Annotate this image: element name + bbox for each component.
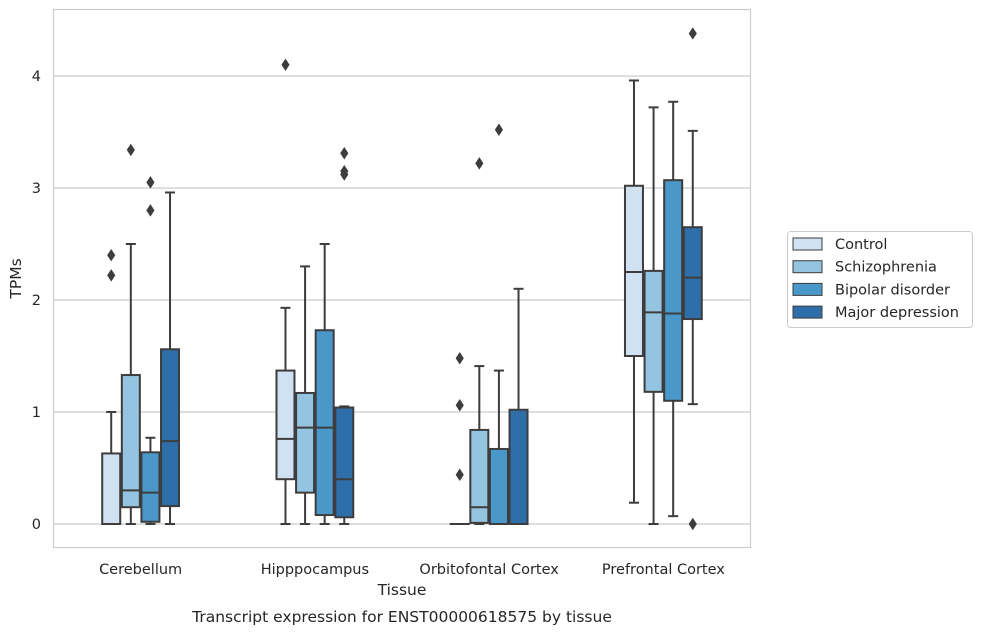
box <box>488 447 509 525</box>
y-tick-labels: 0 1 2 3 4 <box>32 69 41 533</box>
box <box>314 329 335 517</box>
y-axis-label: TPMs <box>7 258 25 299</box>
box-group <box>295 265 316 525</box>
legend-label: Bipolar disorder <box>835 282 950 298</box>
boxes <box>101 27 703 531</box>
outlier-point <box>340 147 349 160</box>
box-group <box>469 157 490 525</box>
x-tick-label: Prefrontal Cortex <box>602 562 725 578</box>
outlier-point <box>475 157 484 170</box>
box-group <box>101 248 122 525</box>
outlier-point <box>126 143 135 157</box>
box-group <box>120 143 141 525</box>
box-group <box>488 123 509 525</box>
box <box>623 184 644 357</box>
y-tick-label: 2 <box>32 293 41 309</box>
outlier-point <box>688 517 697 531</box>
legend-label: Control <box>835 237 887 253</box>
box <box>140 451 161 523</box>
box-group <box>334 147 355 525</box>
legend-items: Control Schizophrenia Bipolar disorder Majo… <box>792 237 959 321</box>
box <box>682 226 703 321</box>
legend-label: Major depression <box>835 305 959 321</box>
x-tick-label: Cerebellum <box>99 562 182 578</box>
chart-title: Transcript expression for ENST0000061857… <box>191 608 612 626</box>
box <box>663 179 684 402</box>
box <box>275 369 296 481</box>
outlier-point <box>281 58 290 72</box>
box <box>469 428 490 524</box>
x-axis-label: Tissue <box>377 581 427 599</box>
box-group <box>314 243 335 525</box>
box <box>160 348 181 508</box>
x-tick-label: Orbitofontal Cortex <box>419 562 559 578</box>
legend-swatch <box>792 305 823 319</box>
outlier-point <box>455 352 464 365</box>
outlier-point <box>455 399 464 412</box>
x-tick-labels: Cerebellum Hipppocampus Orbitofontal Corte… <box>99 562 725 578</box>
y-tick-label: 3 <box>32 181 41 197</box>
outlier-point <box>455 468 464 481</box>
outlier-point <box>688 27 697 40</box>
box-group <box>449 352 470 526</box>
box-group <box>682 27 703 531</box>
box-group <box>508 287 529 526</box>
box <box>295 391 316 494</box>
outlier-point <box>107 269 116 282</box>
box-group <box>160 191 181 525</box>
y-tick-label: 0 <box>32 517 41 533</box>
box <box>508 408 529 526</box>
y-tick-label: 1 <box>32 405 41 421</box>
box-group <box>663 100 684 518</box>
legend: Control Schizophrenia Bipolar disorder Majo… <box>787 231 973 328</box>
box <box>101 452 122 525</box>
outlier-point <box>494 123 504 136</box>
legend-frame <box>787 231 973 328</box>
outlier-point <box>146 176 155 189</box>
box <box>120 374 141 509</box>
outlier-point <box>146 204 155 217</box>
box-group <box>623 79 644 504</box>
box-group <box>140 176 161 525</box>
box <box>334 406 355 519</box>
outlier-point <box>107 248 116 262</box>
legend-swatch <box>792 260 823 274</box>
box-group <box>275 58 296 525</box>
box <box>643 269 664 393</box>
legend-label: Schizophrenia <box>835 260 937 276</box>
y-tick-label: 4 <box>32 69 41 85</box>
x-tick-label: Hipppocampus <box>261 562 369 578</box>
outlier-point <box>340 164 349 178</box>
box-group <box>643 106 664 525</box>
legend-swatch <box>792 282 823 296</box>
legend-swatch <box>792 237 823 251</box>
